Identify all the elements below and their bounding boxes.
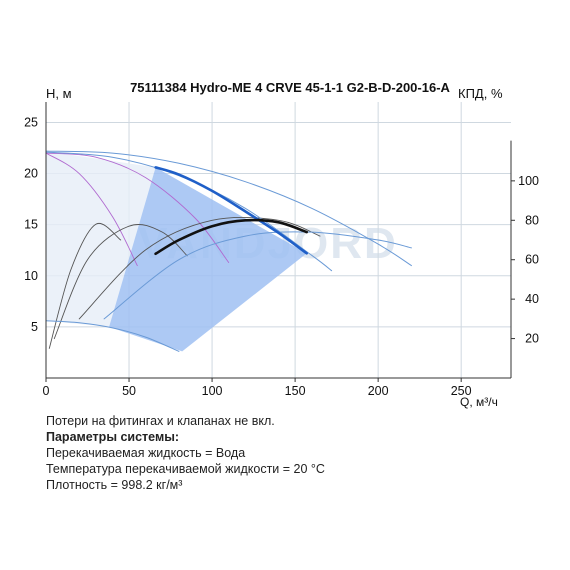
y2-tick-label-20: 20 (525, 332, 539, 346)
curve-head-inner-2 (45, 152, 138, 267)
y-tick-label-5: 5 (31, 320, 38, 334)
curve-head-max (45, 150, 412, 267)
note-fittings: Потери на фитингах и клапанах не вкл. (46, 414, 275, 428)
y-tick-label-25: 25 (24, 115, 38, 129)
y2-tick-label-60: 60 (525, 253, 539, 267)
x-tick-label-100: 100 (202, 384, 223, 398)
y2-axis-label: КПД, % (458, 86, 503, 101)
y2-tick-label-100: 100 (518, 174, 539, 188)
y-tick-label-15: 15 (24, 218, 38, 232)
curve-head-low (45, 320, 180, 352)
x-tick-label-250: 250 (451, 384, 472, 398)
x-tick-label-50: 50 (122, 384, 136, 398)
note-density: Плотность = 998.2 кг/м³ (46, 478, 183, 492)
chart-title: 75111384 Hydro-ME 4 CRVE 45-1-1 G2-B-D-2… (130, 80, 450, 95)
curve-efficiency-duty (154, 218, 308, 256)
curve-eff-low (53, 224, 188, 340)
operating-region-layer (46, 151, 307, 352)
y-axis-label: H, м (46, 86, 72, 101)
x-tick-label-200: 200 (368, 384, 389, 398)
curve-head-inner (45, 152, 230, 263)
note-temperature: Температура перекачиваемой жидкости = 20… (46, 462, 325, 476)
operating-region-light (46, 151, 156, 327)
tick-labels: 0 50 100 150 200 250 5 10 15 20 25 20 40 60 80 100 (24, 115, 539, 398)
series-layer (45, 150, 412, 352)
note-fluid: Перекачиваемая жидкость = Вода (46, 446, 246, 460)
y2-tick-label-80: 80 (525, 213, 539, 227)
curve-eff-min (48, 222, 122, 349)
y-tick-label-20: 20 (24, 167, 38, 181)
curve-eff-mid (78, 216, 321, 320)
operating-region (109, 167, 307, 352)
y2-tick-label-40: 40 (525, 292, 539, 306)
note-system-params-heading: Параметры системы: (46, 430, 180, 444)
x-tick-label-0: 0 (43, 384, 50, 398)
y-tick-label-10: 10 (24, 269, 38, 283)
curve-eff-max (103, 231, 412, 320)
x-axis-label: Q, м³/ч (460, 395, 498, 409)
curve-head-duty (154, 166, 308, 255)
x-tick-label-150: 150 (285, 384, 306, 398)
